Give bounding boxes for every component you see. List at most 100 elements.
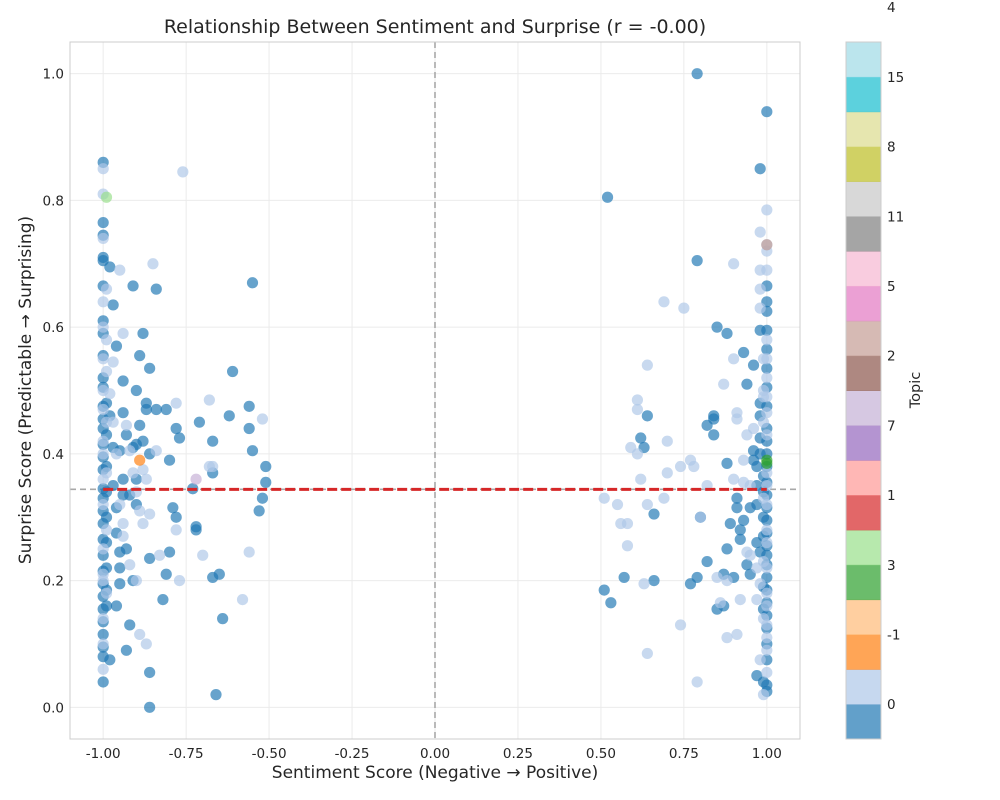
data-point (127, 280, 139, 292)
colorbar-segment (846, 669, 881, 705)
data-point (761, 524, 773, 536)
data-point (718, 378, 730, 390)
data-point (144, 362, 156, 374)
colorbar-segment (846, 111, 881, 148)
y-tick-label: 0.6 (43, 320, 64, 336)
data-point (761, 514, 773, 526)
data-point (724, 517, 736, 530)
x-tick-label: 0.75 (669, 746, 699, 762)
y-axis-ticks: 0.0 0.2 0.4 0.6 0.8 1.0 (43, 67, 64, 717)
data-point (761, 372, 773, 384)
data-point (197, 549, 209, 561)
data-point (757, 689, 770, 701)
colorbar-segment (846, 634, 881, 670)
colorbar-segment (846, 425, 881, 461)
y-tick-label: 0.8 (43, 193, 64, 209)
data-point (691, 676, 703, 688)
data-point (621, 540, 634, 552)
data-point (110, 340, 123, 352)
chart-title: Relationship Between Sentiment and Surpr… (164, 16, 706, 38)
data-point (124, 619, 136, 631)
data-point (210, 689, 222, 701)
colorbar-label: Topic (908, 372, 924, 409)
colorbar-segment (846, 529, 881, 566)
x-tick-label: -0.25 (335, 746, 370, 762)
data-point (177, 166, 189, 178)
data-point (134, 628, 146, 641)
data-point (140, 403, 152, 416)
data-point (751, 460, 763, 473)
data-point (761, 391, 773, 403)
data-point (104, 388, 116, 400)
data-point (97, 663, 109, 675)
x-tick-label: -0.50 (252, 746, 287, 762)
data-point (761, 498, 773, 511)
data-point (104, 261, 116, 273)
data-point (747, 359, 760, 371)
data-point (100, 283, 113, 295)
data-point (170, 422, 182, 435)
data-point (97, 448, 109, 460)
data-point (170, 524, 182, 536)
data-point (134, 419, 146, 431)
data-point (97, 403, 109, 416)
data-point (203, 394, 215, 406)
data-point (757, 416, 770, 428)
data-point (253, 505, 265, 517)
data-point (256, 413, 269, 425)
data-point (97, 296, 109, 308)
colorbar-tick-label: 11 (887, 209, 904, 225)
data-point (631, 394, 644, 406)
data-point (256, 492, 269, 504)
data-point (110, 448, 123, 460)
colorbar-segment (846, 76, 881, 113)
data-point (691, 255, 703, 267)
data-point (761, 362, 773, 374)
colorbar-tick-label: 0 (887, 697, 896, 713)
y-tick-label: 0.0 (43, 700, 64, 716)
data-point (120, 419, 133, 431)
data-point (190, 524, 202, 536)
x-axis-label: Sentiment Score (Negative → Positive) (272, 763, 598, 783)
data-point (137, 464, 149, 476)
data-point (728, 353, 740, 365)
plot-frame (69, 41, 801, 740)
data-point (688, 460, 700, 473)
y-tick-label: 0.4 (43, 447, 64, 463)
data-point (674, 460, 687, 473)
y-axis-label: Surprise Score (Predictable → Surprising… (16, 216, 36, 564)
data-point (127, 467, 139, 479)
data-point (170, 397, 182, 409)
data-point (117, 473, 129, 485)
data-point (754, 578, 766, 590)
data-point (728, 473, 740, 485)
data-point (734, 524, 746, 536)
data-point (137, 435, 149, 447)
data-point (641, 498, 653, 511)
data-point (731, 502, 743, 514)
data-point (734, 533, 746, 546)
data-point (741, 559, 753, 571)
data-point (661, 467, 673, 479)
data-point (150, 403, 162, 416)
colorbar-tick-label: 7 (887, 418, 896, 434)
data-point (104, 654, 116, 666)
data-point (641, 410, 653, 422)
data-point (246, 277, 259, 289)
data-point (761, 334, 773, 346)
data-point (721, 327, 733, 340)
data-point (140, 473, 152, 485)
data-point (761, 457, 773, 469)
colorbar-segment (846, 42, 881, 78)
colorbar-tick-label: 4 (887, 0, 896, 16)
data-point (761, 407, 773, 419)
data-point (754, 283, 766, 295)
data-point (714, 597, 726, 609)
x-tick-label: -1.00 (86, 746, 121, 762)
data-point (761, 204, 773, 216)
data-point (190, 473, 202, 485)
colorbar-tick-label: 2 (887, 349, 896, 365)
data-point (144, 666, 156, 679)
data-point (134, 505, 146, 517)
data-point (661, 435, 673, 447)
